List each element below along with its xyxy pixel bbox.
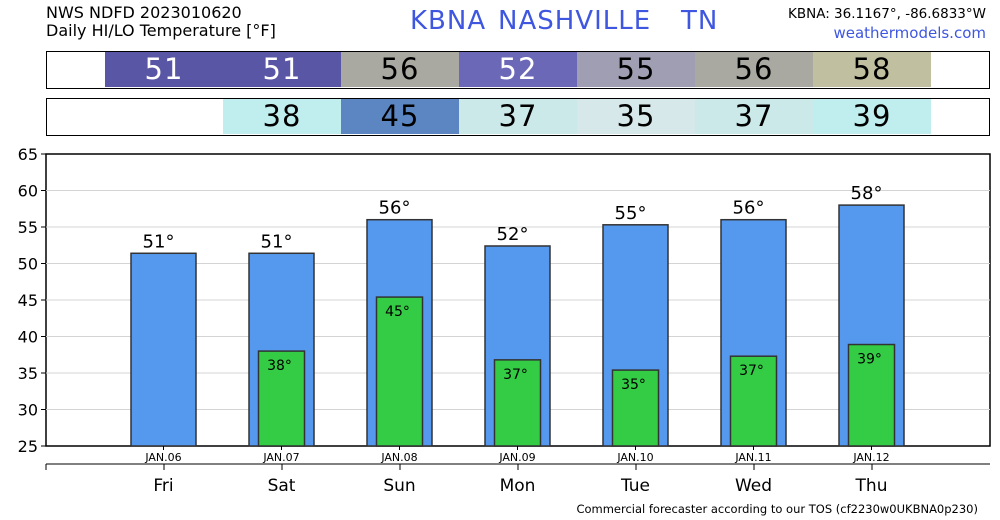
x-date-label: JAN.09 bbox=[498, 451, 535, 464]
high-temp-cell: 58 bbox=[813, 52, 931, 87]
high-temp-label: 58° bbox=[851, 183, 883, 204]
low-temp-cell: 45 bbox=[341, 99, 459, 134]
y-tick-label: 25 bbox=[18, 437, 38, 456]
station-name: NASHVILLE bbox=[498, 6, 652, 36]
low-temp-label: 38° bbox=[267, 358, 292, 374]
x-day-label: Wed bbox=[735, 476, 772, 496]
high-temp-bar bbox=[130, 252, 197, 447]
y-tick-label: 35 bbox=[18, 364, 38, 383]
low-temp-label: 45° bbox=[385, 304, 410, 320]
high-temp-label: 52° bbox=[497, 224, 529, 245]
y-tick-label: 60 bbox=[18, 182, 38, 201]
website-link[interactable]: weathermodels.com bbox=[833, 24, 986, 42]
high-temp-cell: 56 bbox=[695, 52, 813, 87]
x-date-label: JAN.11 bbox=[734, 451, 771, 464]
low-temp-cell: 39 bbox=[813, 99, 931, 134]
low-temp-cell: 35 bbox=[577, 99, 695, 134]
x-day-label: Thu bbox=[855, 476, 888, 496]
temperature-chart: 25 30 35 40 45 50 55 60 65 51° JAN.06 Fri 51° 38° JAN.… bbox=[18, 145, 991, 496]
x-day-label: Sat bbox=[268, 476, 296, 496]
low-temp-label: 35° bbox=[621, 377, 646, 393]
product-title: NWS NDFD 2023010620 bbox=[46, 3, 242, 22]
x-day-label: Sun bbox=[383, 476, 415, 496]
x-date-label: JAN.07 bbox=[262, 451, 299, 464]
high-temp-label: 56° bbox=[733, 198, 765, 219]
high-temp-cell: 56 bbox=[341, 52, 459, 87]
x-date-label: JAN.12 bbox=[852, 451, 889, 464]
low-temp-label: 39° bbox=[857, 352, 882, 368]
low-temp-cell: 37 bbox=[695, 99, 813, 134]
high-temp-label: 55° bbox=[615, 203, 647, 224]
y-tick-label: 65 bbox=[18, 145, 38, 164]
low-temp-cell bbox=[105, 99, 223, 134]
x-day-label: Fri bbox=[153, 476, 173, 496]
x-day-label: Tue bbox=[620, 476, 650, 496]
low-temp-bar bbox=[375, 296, 424, 447]
low-temperature-strip: 38 45 37 35 37 39 bbox=[46, 98, 990, 136]
low-temp-bar bbox=[257, 350, 306, 447]
x-date-label: JAN.08 bbox=[380, 451, 417, 464]
y-tick-label: 55 bbox=[18, 218, 38, 237]
low-temp-label: 37° bbox=[739, 363, 764, 379]
high-temp-cell: 51 bbox=[223, 52, 341, 87]
low-temp-bar bbox=[611, 369, 660, 447]
low-temp-cell: 37 bbox=[459, 99, 577, 134]
x-date-label: JAN.06 bbox=[144, 451, 181, 464]
low-temp-cell: 38 bbox=[223, 99, 341, 134]
high-temp-label: 51° bbox=[261, 231, 293, 252]
variable-title: Daily HI/LO Temperature [°F] bbox=[46, 21, 276, 40]
high-temp-cell: 55 bbox=[577, 52, 695, 87]
y-tick-label: 50 bbox=[18, 255, 38, 274]
station-coordinates: KBNA: 36.1167°, -86.6833°W bbox=[787, 6, 986, 22]
footer-note: Commercial forecaster according to our T… bbox=[576, 502, 978, 516]
high-temperature-strip: 51 51 56 52 55 56 58 bbox=[46, 51, 990, 89]
low-temp-bar bbox=[729, 355, 778, 447]
y-tick-label: 45 bbox=[18, 291, 38, 310]
high-temp-label: 51° bbox=[143, 231, 175, 252]
x-day-label: Mon bbox=[500, 476, 536, 496]
low-temp-bar bbox=[847, 343, 896, 447]
low-temp-bar bbox=[493, 359, 542, 447]
high-temp-cell: 51 bbox=[105, 52, 223, 87]
y-tick-label: 30 bbox=[18, 401, 38, 420]
station-id: KBNA bbox=[410, 6, 487, 36]
x-date-label: JAN.10 bbox=[616, 451, 653, 464]
low-temp-label: 37° bbox=[503, 367, 528, 383]
y-tick-label: 40 bbox=[18, 328, 38, 347]
high-temp-cell: 52 bbox=[459, 52, 577, 87]
station-state: TN bbox=[681, 6, 719, 36]
high-temp-label: 56° bbox=[379, 198, 411, 219]
